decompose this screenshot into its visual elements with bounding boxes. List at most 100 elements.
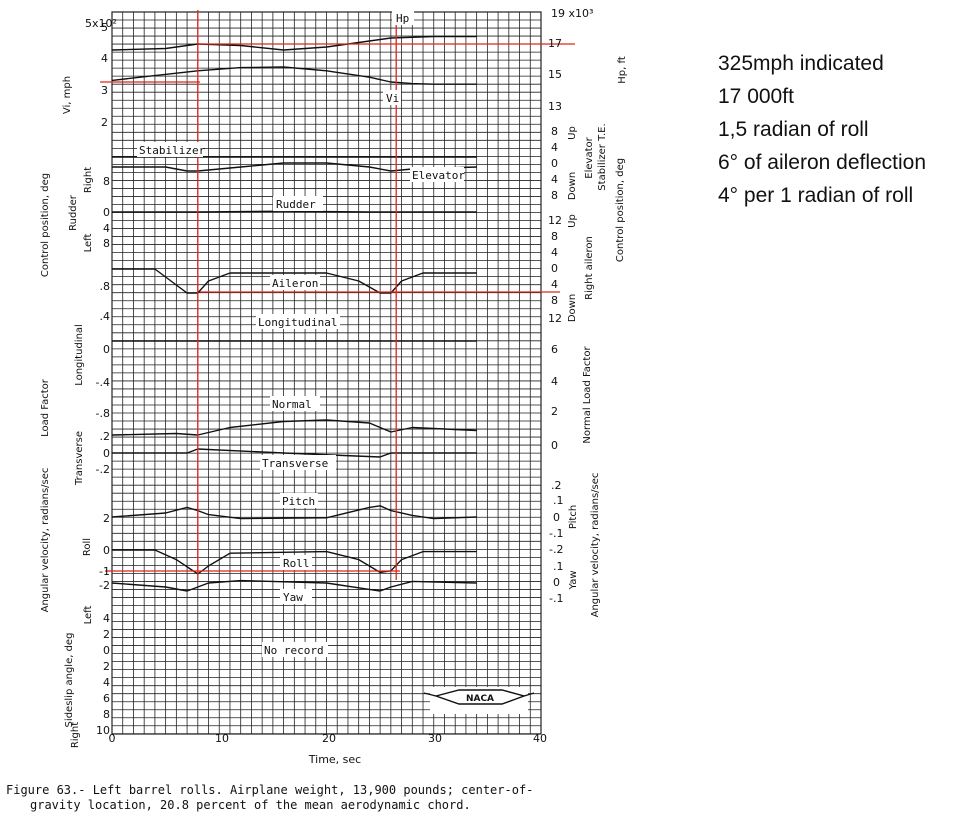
x-tick: 40 xyxy=(533,732,547,745)
left-tick: -.4 xyxy=(96,376,110,389)
right-axis-title: Right aileron xyxy=(584,236,595,300)
left-axis-title: Roll xyxy=(82,538,93,556)
right-tick: 0 xyxy=(551,157,558,170)
left-tick: 8 xyxy=(103,237,110,250)
series-pitch-line xyxy=(111,505,477,520)
plot-frame xyxy=(111,11,542,735)
left-axis-titles: Vi, mph Control position, deg Rudder Rig… xyxy=(40,76,94,748)
trace-label-rudder: Rudder xyxy=(276,198,316,211)
trace-label-transverse: Transverse xyxy=(262,457,328,470)
left-tick: 0 xyxy=(103,644,110,657)
right-axis-title: Angular velocity, radians/sec xyxy=(590,473,601,618)
left-tick: -.8 xyxy=(96,407,110,420)
red-reference-lines xyxy=(100,10,575,580)
note-roll: 1,5 radian of roll xyxy=(718,118,869,141)
x-tick: 20 xyxy=(322,732,336,745)
right-tick: 0 xyxy=(551,262,558,275)
left-axis-title: Angular velocity, radians/sec xyxy=(40,468,51,613)
right-tick: -.1 xyxy=(549,592,563,605)
left-tick: 6 xyxy=(103,692,110,705)
x-tick: 0 xyxy=(109,732,116,745)
note-aileron: 6° of aileron deflection xyxy=(718,151,927,174)
right-tick: 4 xyxy=(551,246,558,259)
right-axis-title: Stabilizer T.E. xyxy=(597,123,608,190)
right-axis-title: Up xyxy=(567,214,578,228)
left-tick: 8 xyxy=(103,708,110,721)
left-tick: 0 xyxy=(103,447,110,460)
left-axis-title: Right xyxy=(83,167,94,193)
right-axis-title: Elevator xyxy=(584,136,595,178)
right-tick: 12 xyxy=(548,312,562,325)
left-tick: .2 xyxy=(100,430,111,443)
right-tick: 0 xyxy=(553,576,560,589)
left-tick: 4 xyxy=(103,222,110,235)
right-tick: .2 xyxy=(551,479,562,492)
series-aileron-line xyxy=(112,268,477,294)
right-ticks: 17 15 13 8 4 0 4 8 12 8 4 0 4 8 12 6 4 2… xyxy=(548,37,564,605)
right-tick: 4 xyxy=(551,173,558,186)
right-tick: 8 xyxy=(551,125,558,138)
right-axis-title: Control position, deg xyxy=(615,158,626,262)
right-tick: 4 xyxy=(551,141,558,154)
left-tick: 8 xyxy=(103,175,110,188)
naca-logo: NACA xyxy=(423,687,535,714)
left-ticks: 5 4 3 2 8 0 4 8 .8 .4 0 -.4 -.8 .2 0 -.2… xyxy=(96,21,110,737)
right-tick: 2 xyxy=(551,405,558,418)
chart-series xyxy=(111,35,477,592)
caption-line-1: Figure 63.- Left barrel rolls. Airplane … xyxy=(6,783,534,797)
left-tick: 0 xyxy=(103,544,110,557)
chart-grid xyxy=(111,11,542,735)
left-tick: 2 xyxy=(103,660,110,673)
trace-label-no-record: No record xyxy=(264,644,324,657)
series-yaw-line xyxy=(111,579,477,592)
right-tick: -.2 xyxy=(549,543,563,556)
right-tick: 17 xyxy=(548,37,562,50)
x-axis: 0 10 20 30 40 Time, sec xyxy=(109,732,548,766)
left-tick: 4 xyxy=(103,676,110,689)
left-axis-title: Left xyxy=(83,234,94,253)
right-tick: 4 xyxy=(551,375,558,388)
top-right-scale: 19 x10³ xyxy=(551,7,593,20)
left-axis-title: Rudder xyxy=(68,194,79,231)
left-tick: 4 xyxy=(103,612,110,625)
right-tick: 8 xyxy=(551,294,558,307)
left-axis-title: Left xyxy=(83,606,94,625)
trace-label-pitch: Pitch xyxy=(282,495,315,508)
series-normal-line xyxy=(111,419,477,436)
right-axis-title: Up xyxy=(567,126,578,140)
right-tick: 8 xyxy=(551,189,558,202)
left-tick: 4 xyxy=(101,52,108,65)
right-axis-title: Hp, ft xyxy=(617,56,628,84)
right-tick: 0 xyxy=(553,511,560,524)
left-tick: -.2 xyxy=(96,463,110,476)
right-tick: 4 xyxy=(551,278,558,291)
note-speed: 325mph indicated xyxy=(718,52,884,75)
trace-label-aileron: Aileron xyxy=(272,277,318,290)
x-axis-label: Time, sec xyxy=(308,753,361,766)
right-tick: 13 xyxy=(548,100,562,113)
series-hp-line xyxy=(111,35,477,51)
left-tick: 2 xyxy=(101,116,108,129)
trace-label-yaw: Yaw xyxy=(283,591,303,604)
right-tick: -.1 xyxy=(549,527,563,540)
left-axis-title: Transverse xyxy=(74,431,85,486)
right-tick: 0 xyxy=(551,439,558,452)
left-tick: 3 xyxy=(101,84,108,97)
trace-label-elevator: Elevator xyxy=(412,169,465,182)
right-axis-title: Pitch xyxy=(568,505,579,529)
note-altitude: 17 000ft xyxy=(718,85,794,108)
trace-labels: Hp Vi Stabilizer Elevator Rudder Aileron… xyxy=(137,9,465,657)
left-tick: 2 xyxy=(103,512,110,525)
right-tick: 6 xyxy=(551,343,558,356)
left-tick: .8 xyxy=(100,280,111,293)
right-tick: 15 xyxy=(548,68,562,81)
trace-label-stabilizer: Stabilizer xyxy=(139,144,206,157)
trace-label-normal: Normal xyxy=(272,398,312,411)
right-axis-title: Down xyxy=(567,294,578,322)
left-axis-title: Longitudinal xyxy=(74,324,85,386)
left-tick: -2 xyxy=(99,579,110,592)
right-axis-title: Yaw xyxy=(568,570,579,590)
right-axis-title: Normal Load Factor xyxy=(582,346,593,444)
series-rudder-line xyxy=(112,210,477,213)
right-tick: .1 xyxy=(553,560,564,573)
